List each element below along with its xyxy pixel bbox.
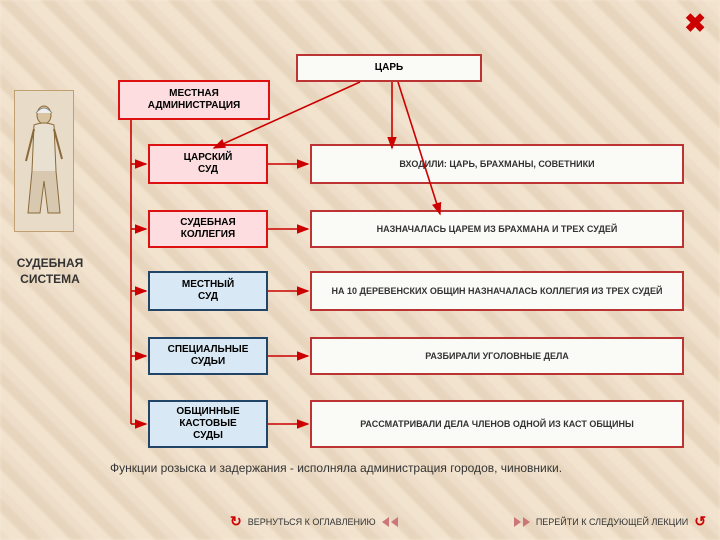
triangle-left-icon (382, 517, 398, 527)
box-left-3: СПЕЦИАЛЬНЫЕ СУДЬИ (148, 337, 268, 375)
box-right-0: ВХОДИЛИ: ЦАРЬ, БРАХМАНЫ, СОВЕТНИКИ (310, 144, 684, 184)
box-left-1: СУДЕБНАЯ КОЛЛЕГИЯ (148, 210, 268, 248)
reload-icon: ↺ (694, 513, 706, 530)
nav-back-label: ВЕРНУТЬСЯ К ОГЛАВЛЕНИЮ (248, 517, 376, 527)
nav-next[interactable]: ПЕРЕЙТИ К СЛЕДУЮЩЕЙ ЛЕКЦИИ ↺ (514, 513, 706, 530)
box-left-4: ОБЩИННЫЕ КАСТОВЫЕ СУДЫ (148, 400, 268, 448)
box-right-2: НА 10 ДЕРЕВЕНСКИХ ОБЩИН НАЗНАЧАЛАСЬ КОЛЛ… (310, 271, 684, 311)
slide-content: ✖ СУДЕБНАЯ СИСТЕМА ЦАРЬ МЕСТНАЯ АДМИНИСТР… (0, 0, 720, 540)
triangle-right-icon (514, 517, 530, 527)
box-tsar: ЦАРЬ (296, 54, 482, 82)
reload-icon: ↻ (230, 513, 242, 530)
footer-note: Функции розыска и задержания - исполняла… (110, 461, 562, 475)
box-left-0: ЦАРСКИЙ СУД (148, 144, 268, 184)
nav-next-label: ПЕРЕЙТИ К СЛЕДУЮЩЕЙ ЛЕКЦИИ (536, 517, 688, 527)
box-right-3: РАЗБИРАЛИ УГОЛОВНЫЕ ДЕЛА (310, 337, 684, 375)
section-title: СУДЕБНАЯ СИСТЕМА (0, 256, 100, 287)
box-right-1: НАЗНАЧАЛАСЬ ЦАРЕМ ИЗ БРАХМАНА И ТРЕХ СУД… (310, 210, 684, 248)
box-right-4: РАССМАТРИВАЛИ ДЕЛА ЧЛЕНОВ ОДНОЙ ИЗ КАСТ … (310, 400, 684, 448)
nav-back[interactable]: ↻ ВЕРНУТЬСЯ К ОГЛАВЛЕНИЮ (230, 513, 398, 530)
figure-illustration (14, 90, 74, 232)
box-admin: МЕСТНАЯ АДМИНИСТРАЦИЯ (118, 80, 270, 120)
box-left-2: МЕСТНЫЙ СУД (148, 271, 268, 311)
close-icon[interactable]: ✖ (684, 8, 706, 39)
